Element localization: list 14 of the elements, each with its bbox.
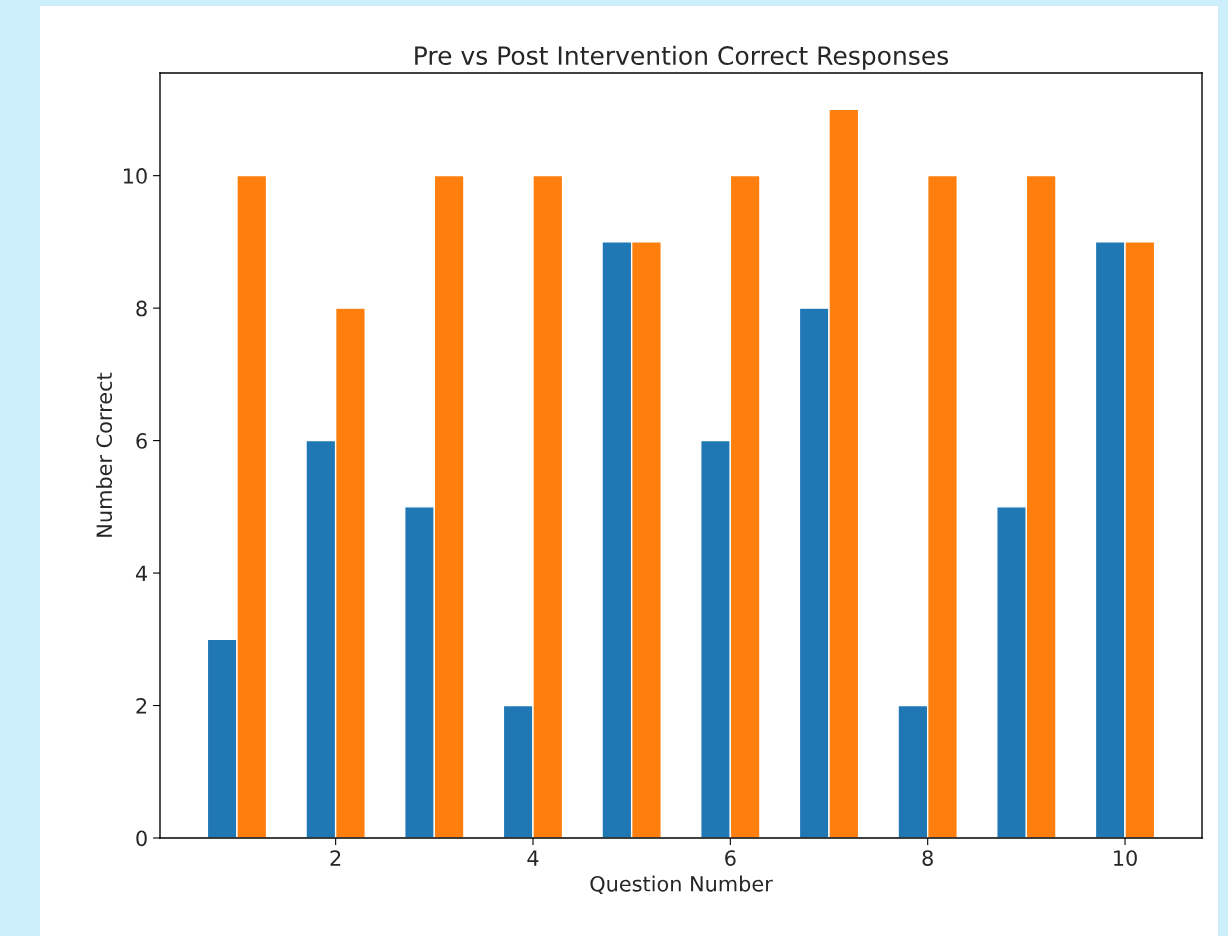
- y-axis-title: Number Correct: [95, 372, 113, 537]
- y-tick-label: 8: [136, 300, 147, 317]
- y-tick-label: 0: [136, 830, 147, 847]
- x-tick-label: 4: [527, 850, 539, 866]
- chart-title: Pre vs Post Intervention Correct Responses: [415, 45, 949, 70]
- y-tick-label: 10: [123, 168, 147, 184]
- y-tick-label: 6: [136, 433, 147, 449]
- x-tick-label: 6: [725, 850, 736, 866]
- x-tick-label: 2: [330, 850, 341, 866]
- x-axis-title: Question Number: [590, 875, 773, 895]
- y-tick-label: 4: [135, 565, 148, 581]
- x-tick-label: 10: [1114, 850, 1137, 866]
- y-tick-label: 2: [136, 697, 147, 714]
- x-tick-label: 8: [922, 850, 933, 866]
